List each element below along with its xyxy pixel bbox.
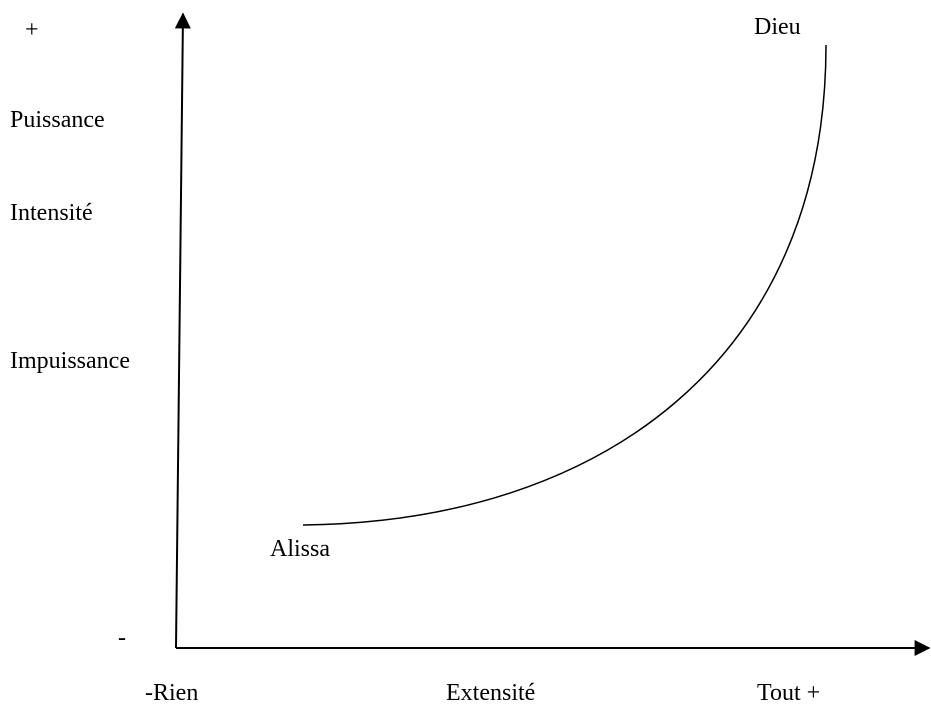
y-axis-label: Intensité — [10, 200, 93, 226]
y-axis — [174, 12, 191, 649]
curve-start-label: Alissa — [270, 536, 330, 562]
curve-end-label: Dieu — [754, 14, 801, 40]
y-axis-bottom: - — [118, 625, 126, 651]
x-axis-end: Tout + — [757, 680, 820, 704]
x-axis-start: -Rien — [145, 680, 198, 704]
y-axis-label: Puissance — [10, 107, 105, 133]
x-axis-label: Extensité — [446, 680, 535, 704]
y-axis-top: + — [25, 17, 39, 43]
y-axis-label: Impuissance — [10, 348, 130, 374]
curve — [302, 44, 827, 526]
